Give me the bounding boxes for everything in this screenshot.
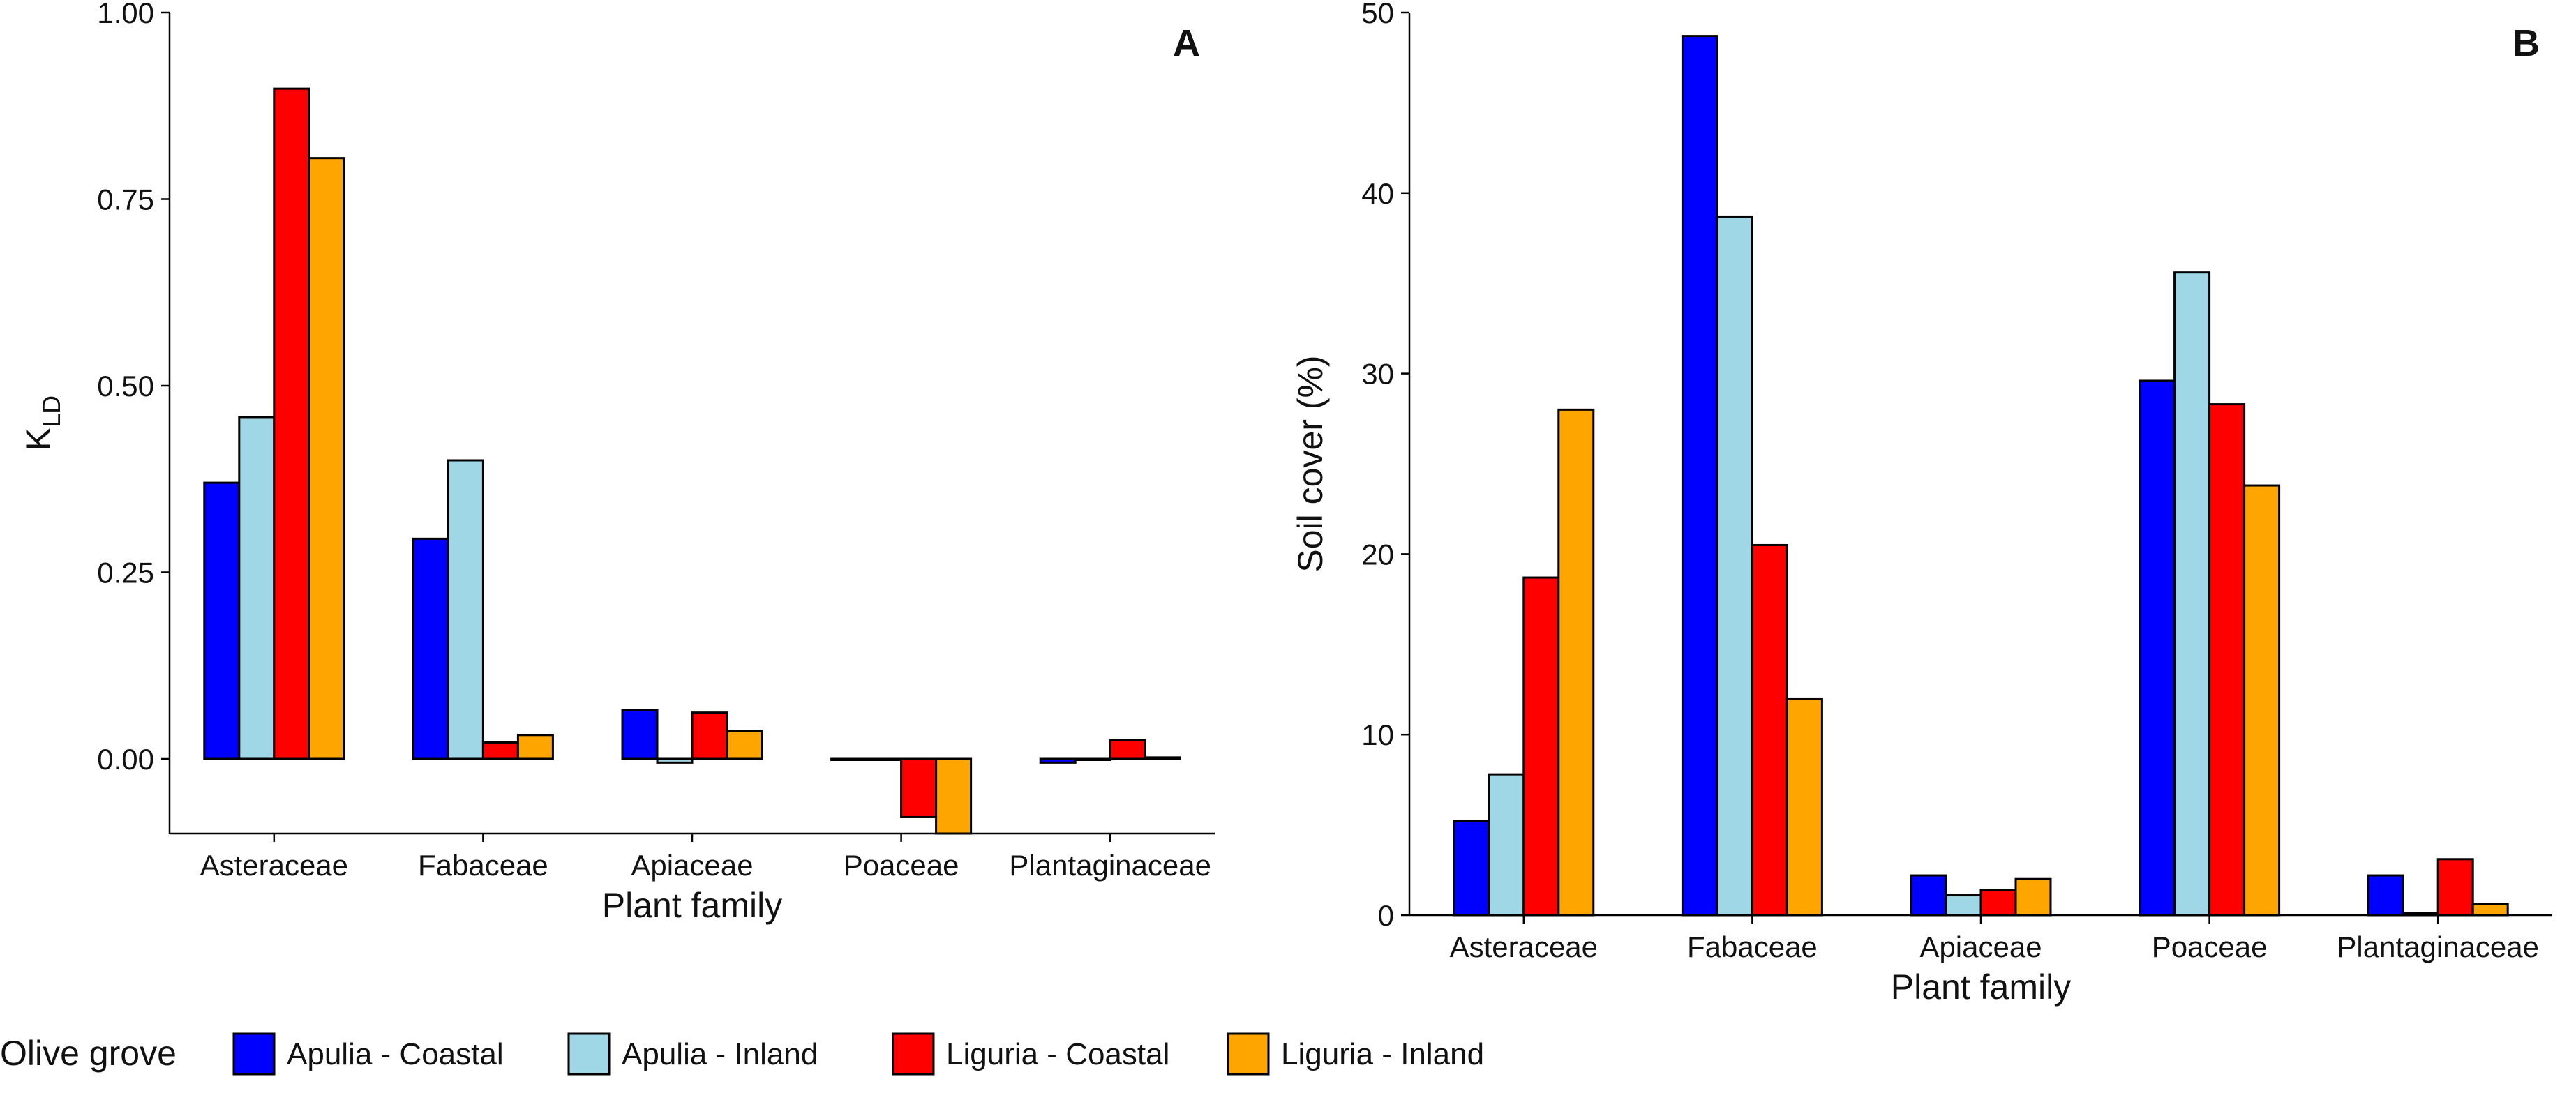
panel-a-y-tick-label: 1.00 bbox=[97, 0, 154, 29]
panel-a-bar-poaceae-liguria-coastal bbox=[900, 757, 938, 818]
panel-b-label: B bbox=[2513, 22, 2540, 64]
legend: Olive grove Apulia - Coastal Apulia - Inl… bbox=[0, 1032, 1484, 1076]
panel-a-x-tick-label-plantaginaceae: Plantaginaceae bbox=[1009, 849, 1211, 882]
panel-a-y-tick-label: 0.75 bbox=[97, 183, 154, 216]
panel-a-y-tick-label: 0.50 bbox=[97, 370, 154, 402]
panel-b-bar-apiaceae-liguria-inland bbox=[2014, 877, 2052, 917]
panel-b-bar-asteraceae-apulia-inland bbox=[1488, 773, 1525, 917]
panel-a-y-tick-label: 0.25 bbox=[97, 557, 154, 589]
panel-b-bar-poaceae-apulia-inland bbox=[2173, 271, 2211, 917]
panel-a-x-tick-label-poaceae: Poaceae bbox=[844, 849, 959, 882]
panel-a-x-tick-label-asteraceae: Asteraceae bbox=[200, 849, 348, 882]
panel-a-bar-poaceae-apulia-coastal bbox=[830, 757, 868, 761]
panel-a-bar-apiaceae-apulia-coastal bbox=[621, 709, 659, 760]
panel-b-y-tick-label: 30 bbox=[1361, 358, 1394, 391]
panel-a-bar-asteraceae-liguria-coastal bbox=[273, 87, 310, 760]
legend-label-apulia-coastal: Apulia - Coastal bbox=[287, 1037, 504, 1071]
panel-b-y-tick-label: 20 bbox=[1361, 538, 1394, 571]
legend-swatch-apulia-inland bbox=[567, 1032, 611, 1076]
panel-a-bar-fabaceae-liguria-coastal bbox=[481, 741, 519, 760]
panel-b-y-tick-label: 50 bbox=[1361, 0, 1394, 29]
panel-b-bar-apiaceae-apulia-inland bbox=[1945, 894, 1982, 917]
panel-b-bar-fabaceae-liguria-inland bbox=[1785, 697, 1823, 917]
panel-b-y-axis-title-main: Soil cover (%) bbox=[1291, 355, 1330, 572]
panel-b-bar-plantaginaceae-liguria-inland bbox=[2471, 903, 2509, 917]
panel-a-y-tick-label: 0.00 bbox=[97, 743, 154, 776]
panel-a-bar-fabaceae-liguria-inland bbox=[516, 734, 554, 760]
panel-a-bar-plantaginaceae-apulia-coastal bbox=[1039, 757, 1077, 764]
panel-b-y-tick-label: 40 bbox=[1361, 177, 1394, 210]
panel-a-bar-apiaceae-liguria-coastal bbox=[691, 711, 728, 760]
legend-label-liguria-coastal: Liguria - Coastal bbox=[946, 1037, 1169, 1071]
legend-label-apulia-inland: Apulia - Inland bbox=[622, 1037, 818, 1071]
panel-b-bar-fabaceae-apulia-coastal bbox=[1681, 35, 1718, 917]
panel-a-bar-asteraceae-liguria-inland bbox=[308, 157, 345, 760]
panel-b-x-tick-label-asteraceae: Asteraceae bbox=[1450, 930, 1598, 963]
panel-a-bar-fabaceae-apulia-inland bbox=[447, 459, 484, 760]
panel-a-bar-fabaceae-apulia-coastal bbox=[412, 537, 449, 760]
panel-b-y-tick-label: 10 bbox=[1361, 718, 1394, 751]
panel-a-x-tick-label-fabaceae: Fabaceae bbox=[418, 849, 548, 882]
panel-a-bar-poaceae-apulia-inland bbox=[865, 757, 903, 761]
panel-b-bar-plantaginaceae-liguria-coastal bbox=[2436, 858, 2474, 917]
panel-b-chart: 0 10 20 30 40 50 Asteraceae Fabaceae Apiaceae Poa… bbox=[1291, 0, 2552, 1007]
panel-b-bar-asteraceae-apulia-coastal bbox=[1453, 820, 1490, 917]
legend-title: Olive grove bbox=[0, 1034, 177, 1073]
panel-a-x-axis-title: Plant family bbox=[602, 886, 782, 925]
panel-a-bar-asteraceae-apulia-inland bbox=[238, 416, 276, 760]
panel-b-x-axis-title: Plant family bbox=[1891, 967, 2071, 1007]
legend-label-liguria-inland: Liguria - Inland bbox=[1281, 1037, 1484, 1071]
panel-a-y-axis-title-subscript: LD bbox=[37, 395, 66, 428]
panel-b-bar-apiaceae-liguria-coastal bbox=[1979, 889, 2017, 917]
panel-a-bar-plantaginaceae-liguria-coastal bbox=[1109, 739, 1146, 760]
panel-b-x-tick-label-poaceae: Poaceae bbox=[2152, 930, 2268, 963]
panel-b-y-tick-label: 0 bbox=[1378, 899, 1394, 932]
panel-a-bar-plantaginaceae-apulia-inland bbox=[1074, 757, 1111, 761]
panel-b-bar-asteraceae-liguria-inland bbox=[1557, 408, 1595, 917]
panel-b-bar-poaceae-apulia-coastal bbox=[2139, 379, 2176, 917]
panel-b-x-tick-label-apiaceae: Apiaceae bbox=[1919, 930, 2042, 963]
legend-swatch-liguria-inland bbox=[1227, 1032, 1270, 1076]
panel-a-bar-apiaceae-apulia-inland bbox=[656, 757, 694, 764]
panel-b-bar-asteraceae-liguria-coastal bbox=[1522, 576, 1560, 917]
panel-a-bar-poaceae-liguria-inland bbox=[935, 757, 973, 835]
panel-b-bar-fabaceae-liguria-coastal bbox=[1751, 543, 1788, 917]
panel-b-x-tick-label-fabaceae: Fabaceae bbox=[1687, 930, 1818, 963]
legend-swatch-liguria-coastal bbox=[892, 1032, 935, 1076]
panel-a-bar-plantaginaceae-liguria-inland bbox=[1144, 756, 1181, 760]
panel-b-bar-plantaginaceae-apulia-coastal bbox=[2367, 874, 2404, 917]
panel-b-bar-poaceae-liguria-inland bbox=[2243, 484, 2281, 917]
panel-b-x-tick-label-plantaginaceae: Plantaginaceae bbox=[2337, 930, 2539, 963]
panel-b-bar-poaceae-liguria-coastal bbox=[2208, 403, 2246, 917]
panel-b-y-axis-title: Soil cover (%) bbox=[1291, 355, 1330, 572]
panel-a-bar-asteraceae-apulia-coastal bbox=[203, 481, 241, 760]
legend-items: Apulia - Coastal Apulia - Inland Liguria -… bbox=[232, 1032, 1484, 1076]
panel-a-bar-apiaceae-liguria-inland bbox=[726, 730, 763, 760]
panel-a-y-axis-title: KLD bbox=[19, 395, 66, 451]
panel-a-y-axis-title-main: K bbox=[19, 428, 58, 451]
panel-b-bar-apiaceae-apulia-coastal bbox=[1910, 874, 1947, 917]
panel-a-chart: 0.00 0.25 0.50 0.75 1.00 Asteraceae Fabaceae Ap… bbox=[19, 0, 1215, 925]
panel-a-x-tick-label-apiaceae: Apiaceae bbox=[631, 849, 753, 882]
legend-swatch-apulia-coastal bbox=[232, 1032, 276, 1076]
panel-a-label: A bbox=[1173, 22, 1200, 64]
panel-b-bar-fabaceae-apulia-inland bbox=[1716, 215, 1753, 917]
